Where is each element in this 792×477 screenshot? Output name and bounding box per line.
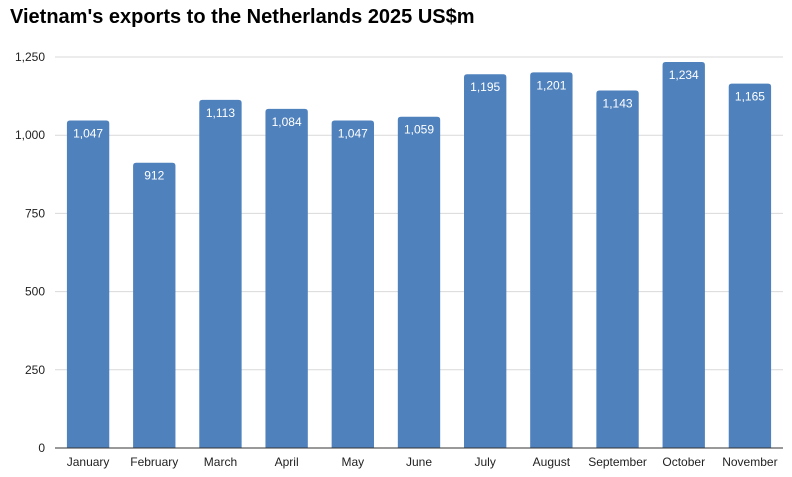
data-label: 912 [144,169,164,183]
bar [728,83,772,448]
data-labels: 1,047 912 1,113 1,084 1,047 1,059 1,195 1,201 1,… [73,68,765,183]
x-tick-label: January [67,455,110,469]
x-tick-label: August [533,455,571,469]
bar [464,74,507,448]
y-tick-label: 0 [38,441,45,455]
data-label: 1,143 [603,96,633,110]
x-tick-label: April [275,455,299,469]
x-tick-label: July [475,455,496,469]
bar [596,90,639,448]
x-tick-label: May [341,455,364,469]
x-tick-label: March [204,455,237,469]
data-label: 1,201 [536,78,566,92]
x-tick-label: June [406,455,432,469]
x-tick-label: September [588,455,647,469]
y-tick-label: 500 [25,285,45,299]
x-tick-label: November [722,455,777,469]
bar [133,162,176,449]
y-axis-ticks: 0 250 500 750 1,000 1,250 [15,50,45,455]
data-label: 1,047 [338,126,368,140]
y-tick-label: 750 [25,206,45,220]
bar [530,72,573,448]
x-tick-label: October [662,455,705,469]
y-tick-label: 1,000 [15,128,45,142]
x-tick-label: February [130,455,178,469]
bar [662,62,705,449]
bar [265,108,308,448]
data-label: 1,059 [404,123,434,137]
data-label: 1,234 [669,68,699,82]
bar [397,116,441,448]
y-tick-label: 250 [25,363,45,377]
bar [66,120,110,448]
chart-title: Vietnam's exports to the Netherlands 202… [10,6,475,28]
data-label: 1,084 [272,115,302,129]
data-label: 1,047 [73,126,103,140]
x-axis-ticks: January February March April May June July Augu… [67,455,778,469]
data-label: 1,113 [206,106,235,120]
data-label: 1,195 [470,80,500,94]
bar [331,120,374,448]
data-label: 1,165 [735,90,765,104]
y-tick-label: 1,250 [15,50,45,64]
bar [199,99,242,448]
bars [66,62,772,449]
